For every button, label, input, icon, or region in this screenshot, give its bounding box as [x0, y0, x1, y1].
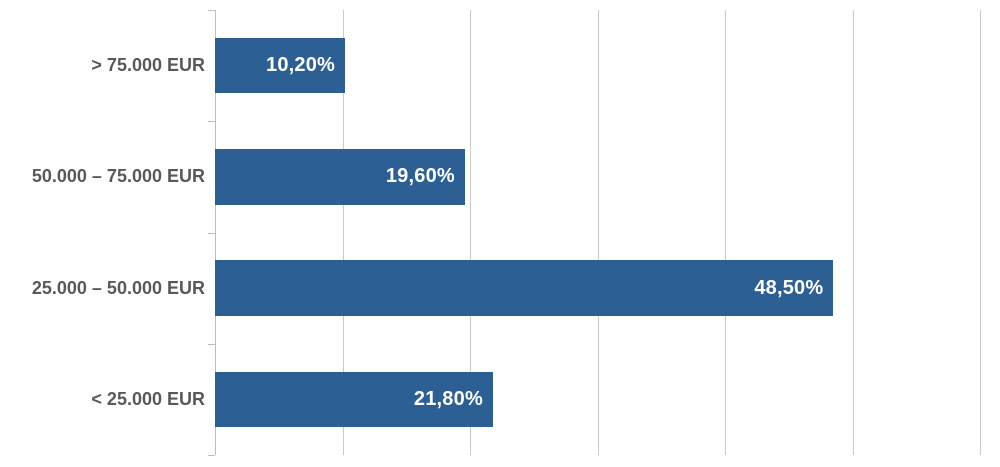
axis-tick — [208, 455, 215, 456]
value-label: 21,80% — [413, 387, 483, 410]
axis-tick — [208, 121, 215, 123]
plot-area: 10,20% 19,60% 48,50% 21,80% — [208, 10, 981, 456]
gridline — [470, 10, 471, 455]
gridline — [852, 10, 854, 455]
gridline — [342, 10, 344, 455]
bar-4: 21,80% — [215, 371, 493, 428]
value-label: 10,20% — [266, 54, 336, 77]
axis-tick — [208, 343, 215, 345]
axis-tick — [208, 232, 215, 234]
gridline — [725, 10, 726, 455]
bar-2: 19,60% — [215, 149, 465, 205]
category-label: 50.000 – 75.000 EUR — [31, 166, 205, 187]
axis-tick — [208, 10, 215, 11]
bar-3: 48,50% — [215, 260, 834, 316]
category-axis-line — [215, 10, 216, 455]
gridline — [597, 10, 599, 455]
value-label: 19,60% — [385, 165, 455, 188]
bar-1: 10,20% — [215, 37, 346, 94]
category-label: 25.000 – 50.000 EUR — [31, 277, 205, 298]
category-label: < 25.000 EUR — [91, 388, 205, 409]
category-label: > 75.000 EUR — [91, 55, 205, 76]
gridline — [980, 10, 981, 455]
value-label: 48,50% — [754, 276, 824, 299]
